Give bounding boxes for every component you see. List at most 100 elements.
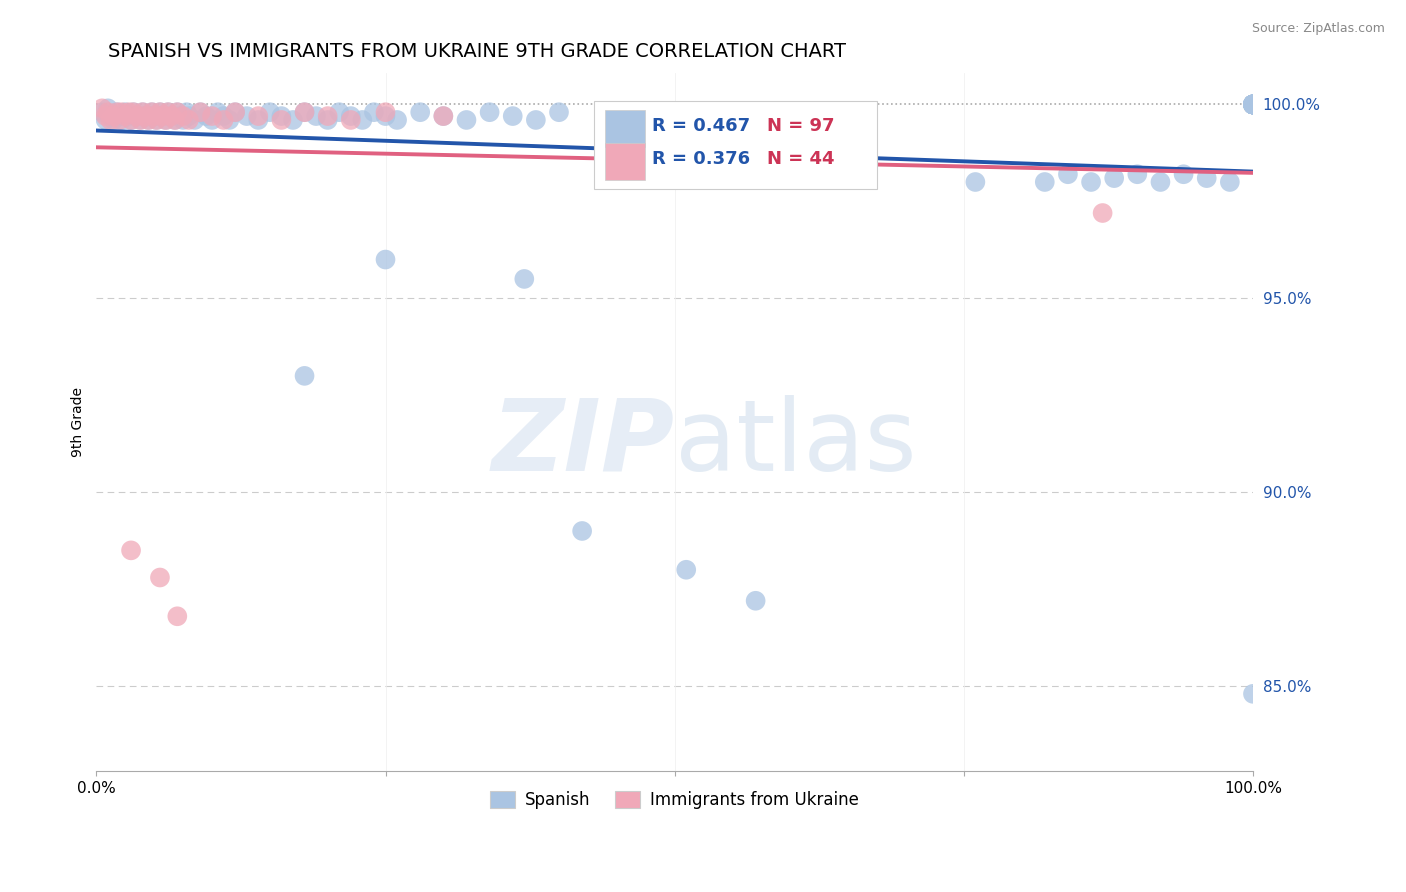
Point bbox=[108, 109, 131, 123]
Point bbox=[374, 105, 396, 120]
Point bbox=[409, 105, 432, 120]
Text: Source: ZipAtlas.com: Source: ZipAtlas.com bbox=[1251, 22, 1385, 36]
Point bbox=[172, 112, 194, 127]
Point bbox=[235, 109, 257, 123]
Point bbox=[207, 105, 229, 120]
Point bbox=[201, 112, 224, 127]
Point bbox=[183, 112, 205, 127]
Point bbox=[374, 252, 396, 267]
Point bbox=[138, 112, 160, 127]
Point bbox=[1241, 97, 1264, 112]
Text: atlas: atlas bbox=[675, 395, 917, 491]
Point bbox=[224, 105, 246, 120]
Point bbox=[105, 105, 128, 120]
Point bbox=[131, 105, 153, 120]
Point bbox=[103, 109, 125, 123]
Point bbox=[134, 109, 156, 123]
Point bbox=[675, 563, 697, 577]
Point bbox=[212, 112, 235, 127]
Point bbox=[328, 105, 350, 120]
Point bbox=[571, 524, 593, 538]
Point bbox=[131, 105, 153, 120]
Point bbox=[456, 112, 478, 127]
Point bbox=[114, 105, 136, 120]
Point bbox=[1195, 171, 1218, 186]
Point bbox=[247, 109, 270, 123]
Point bbox=[432, 109, 454, 123]
Point bbox=[502, 109, 524, 123]
Point bbox=[145, 112, 167, 127]
Point bbox=[94, 112, 117, 127]
Text: R = 0.467: R = 0.467 bbox=[651, 117, 749, 135]
Point bbox=[352, 112, 374, 127]
Point bbox=[1102, 171, 1125, 186]
Point bbox=[1149, 175, 1171, 189]
Point bbox=[118, 105, 141, 120]
Point bbox=[1033, 175, 1056, 189]
Point bbox=[190, 105, 212, 120]
Point bbox=[281, 112, 304, 127]
Point bbox=[149, 105, 172, 120]
Point bbox=[114, 109, 136, 123]
Point bbox=[105, 105, 128, 120]
Text: N = 97: N = 97 bbox=[768, 117, 835, 135]
Point bbox=[176, 105, 198, 120]
Point bbox=[1241, 97, 1264, 112]
Point bbox=[125, 109, 148, 123]
Point bbox=[1219, 175, 1241, 189]
Point bbox=[363, 105, 385, 120]
Point bbox=[965, 175, 987, 189]
Point bbox=[270, 112, 292, 127]
Legend: Spanish, Immigrants from Ukraine: Spanish, Immigrants from Ukraine bbox=[484, 784, 866, 815]
Point bbox=[120, 543, 142, 558]
Point bbox=[125, 109, 148, 123]
FancyBboxPatch shape bbox=[593, 102, 877, 188]
Point bbox=[224, 105, 246, 120]
Point bbox=[120, 112, 142, 127]
Point bbox=[172, 109, 194, 123]
Point bbox=[129, 112, 152, 127]
Point bbox=[1241, 97, 1264, 112]
Point bbox=[432, 109, 454, 123]
Point bbox=[177, 112, 200, 127]
Point bbox=[155, 112, 177, 127]
Point bbox=[1241, 97, 1264, 112]
Point bbox=[316, 109, 339, 123]
Point bbox=[1241, 97, 1264, 112]
Point bbox=[1241, 97, 1264, 112]
Point bbox=[385, 112, 408, 127]
Point bbox=[155, 112, 177, 127]
Point bbox=[160, 109, 183, 123]
Point bbox=[340, 112, 363, 127]
Point bbox=[1241, 97, 1264, 112]
Point bbox=[1241, 97, 1264, 112]
Point bbox=[744, 594, 766, 608]
Point bbox=[1241, 97, 1264, 112]
Point bbox=[103, 112, 125, 127]
Point bbox=[1080, 175, 1102, 189]
Point bbox=[294, 105, 316, 120]
Text: SPANISH VS IMMIGRANTS FROM UKRAINE 9TH GRADE CORRELATION CHART: SPANISH VS IMMIGRANTS FROM UKRAINE 9TH G… bbox=[108, 42, 846, 61]
Point bbox=[111, 105, 134, 120]
Point bbox=[152, 109, 174, 123]
Y-axis label: 9th Grade: 9th Grade bbox=[72, 387, 86, 458]
Point bbox=[1241, 97, 1264, 112]
Point bbox=[1241, 97, 1264, 112]
Point bbox=[166, 609, 188, 624]
Point bbox=[218, 112, 240, 127]
Point bbox=[247, 112, 270, 127]
Point bbox=[478, 105, 501, 120]
Point bbox=[98, 109, 121, 123]
Point bbox=[201, 109, 224, 123]
Point bbox=[1241, 97, 1264, 112]
Point bbox=[1241, 97, 1264, 112]
Point bbox=[1241, 97, 1264, 112]
Text: N = 44: N = 44 bbox=[768, 150, 835, 168]
Point bbox=[294, 368, 316, 383]
Point bbox=[120, 112, 142, 127]
Point bbox=[1173, 167, 1195, 181]
Point bbox=[122, 105, 145, 120]
Point bbox=[1057, 167, 1080, 181]
Point bbox=[122, 105, 145, 120]
Point bbox=[94, 109, 117, 123]
